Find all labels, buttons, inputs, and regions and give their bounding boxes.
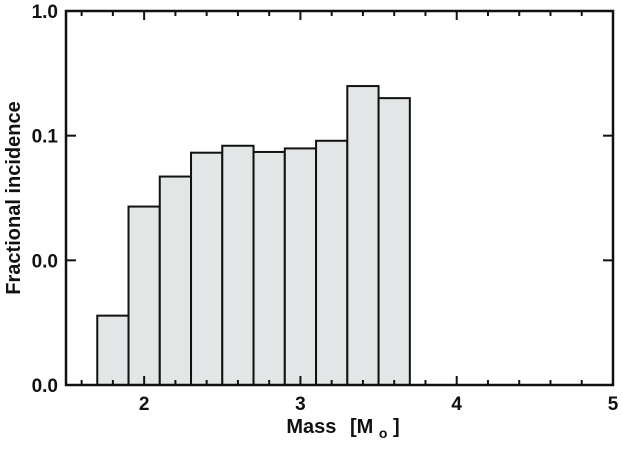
x-tick-label: 3 [295,394,306,415]
bar-group [96,85,411,386]
y-tick-labels: 0.0 0.0 0.1 1.0 [32,2,59,397]
plot-frame [64,9,615,387]
histogram-bar-1 [96,314,130,386]
x-axis-label: Mass [286,416,336,438]
histogram-bar-7 [283,147,318,386]
x-tick-label: 5 [608,394,619,415]
histogram-bar-3 [158,175,193,386]
histogram-bar-5 [221,144,255,386]
y-axis-title: Fractional incidence [3,101,25,294]
x-axis-title: Mass [M o ] [286,416,399,443]
y-tick-label: 0.0 [32,376,58,397]
histogram-bar-10 [377,97,411,386]
y-tick-label: 0.1 [32,127,59,148]
x-tick-labels: 2 3 4 5 [139,394,619,415]
x-tick-label: 2 [139,394,150,415]
histogram-bar-6 [252,150,286,386]
x-axis-unit-open: [M [350,416,373,438]
y-tick-label: 0.0 [32,251,58,272]
histogram-bar-4 [190,151,224,386]
histogram-bar-2 [127,205,161,386]
histogram-bar-8 [315,139,349,386]
y-tick-label: 1.0 [32,2,58,23]
x-axis-unit-subscript: o [379,425,388,441]
histogram-bar-9 [346,85,380,386]
x-axis-unit-close: ] [393,416,400,438]
x-tick-label: 4 [451,394,462,415]
